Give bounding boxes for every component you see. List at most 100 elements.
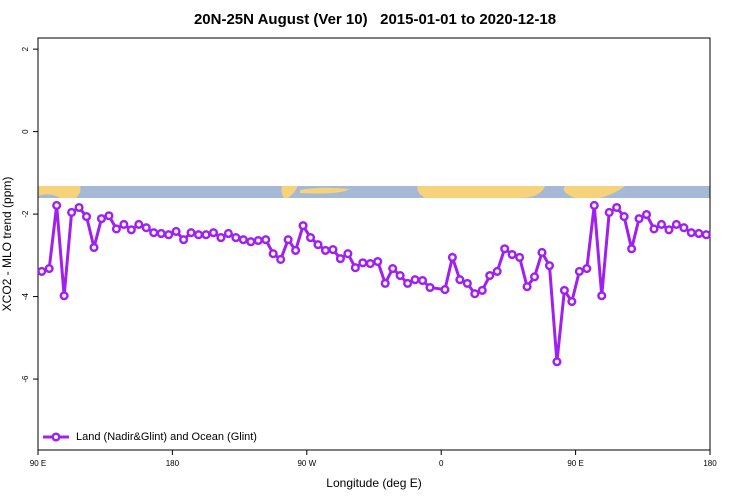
data-point: [231, 233, 241, 243]
data-point: [425, 282, 435, 293]
data-point: [96, 214, 107, 224]
data-point: [537, 247, 547, 258]
data-point: [582, 263, 592, 274]
data-point: [186, 228, 196, 238]
data-point: [380, 278, 390, 288]
data-point: [111, 224, 121, 234]
data-point: [410, 275, 420, 285]
x-tick-label: 90 W: [297, 459, 316, 468]
y-tick-label: 2: [21, 46, 30, 51]
data-point: [597, 291, 607, 301]
data-point: [283, 235, 293, 245]
data-point: [134, 219, 144, 229]
data-point: [552, 357, 562, 367]
x-tick-label: 0: [439, 459, 444, 468]
data-point: [641, 209, 652, 220]
data-point: [238, 235, 248, 245]
data-point: [485, 270, 495, 281]
data-point: [500, 244, 510, 254]
data-point: [671, 219, 681, 229]
data-point: [515, 252, 525, 262]
data-point: [67, 207, 77, 218]
data-point: [619, 212, 629, 222]
map-land: [281, 186, 298, 198]
data-point: [164, 230, 174, 240]
data-point: [305, 233, 316, 243]
data-point: [529, 272, 540, 282]
data-point: [440, 285, 450, 295]
data-point: [462, 278, 472, 288]
map-land: [300, 187, 350, 194]
map-land: [563, 186, 625, 198]
data-point: [89, 242, 99, 253]
x-tick-label: 90 E: [30, 459, 46, 468]
data-point: [589, 200, 599, 210]
chart-title: 20N-25N August (Ver 10) 2015-01-01 to 20…: [194, 11, 556, 28]
y-tick-label: -6: [21, 375, 30, 383]
y-tick-label: -2: [21, 210, 30, 218]
data-point: [358, 258, 368, 268]
data-point: [216, 233, 226, 243]
data-point: [694, 228, 704, 239]
data-point: [679, 223, 689, 233]
x-tick-label: 90 E: [567, 459, 583, 468]
data-point: [634, 214, 644, 224]
x-tick-label: 180: [166, 459, 180, 468]
data-point: [388, 263, 398, 274]
data-point: [126, 225, 136, 235]
y-axis-label: XCO2 - MLO trend (ppm): [0, 177, 14, 312]
data-point: [313, 240, 323, 250]
data-point: [81, 212, 92, 222]
data-point: [141, 223, 151, 233]
y-tick-label: -4: [21, 292, 30, 300]
data-point: [156, 228, 166, 239]
data-point: [44, 263, 54, 274]
data-point: [119, 219, 129, 229]
data-point: [477, 285, 487, 295]
data-point: [544, 261, 555, 271]
series-line: [41, 205, 707, 362]
data-point: [559, 285, 569, 295]
x-tick-label: 180: [703, 459, 717, 468]
data-point: [201, 230, 211, 240]
data-point: [291, 245, 301, 255]
data-point: [612, 202, 622, 213]
data-point: [223, 228, 233, 239]
data-point: [246, 237, 256, 247]
plot-frame: [37, 37, 711, 451]
legend-marker: [51, 432, 61, 442]
data-point: [656, 219, 667, 229]
data-point: [664, 225, 674, 235]
data-point: [37, 266, 47, 276]
data-point: [417, 275, 428, 286]
data-point: [193, 230, 204, 240]
y-tick-label: 0: [21, 129, 30, 134]
data-point: [52, 200, 62, 210]
data-point: [365, 259, 375, 269]
data-point: [522, 282, 532, 292]
data-point: [470, 289, 480, 299]
data-point: [208, 228, 219, 238]
data-point: [403, 278, 413, 288]
data-point: [492, 266, 502, 276]
legend-label: Land (Nadir&Glint) and Ocean (Glint): [76, 431, 257, 443]
data-point: [604, 207, 614, 218]
data-point: [686, 228, 696, 238]
data-point: [328, 245, 338, 255]
data-point: [350, 263, 360, 273]
data-point: [343, 249, 353, 259]
data-point: [253, 235, 263, 246]
data-point: [179, 235, 189, 245]
data-point: [74, 202, 84, 213]
map-land: [417, 186, 545, 198]
data-point: [574, 266, 584, 276]
data-point: [567, 296, 577, 307]
data-point: [335, 254, 345, 264]
data-point: [395, 270, 405, 281]
data-point: [507, 249, 517, 260]
map-strip: [38, 186, 710, 198]
x-axis-label: Longitude (deg E): [326, 476, 421, 490]
data-point: [149, 228, 159, 238]
